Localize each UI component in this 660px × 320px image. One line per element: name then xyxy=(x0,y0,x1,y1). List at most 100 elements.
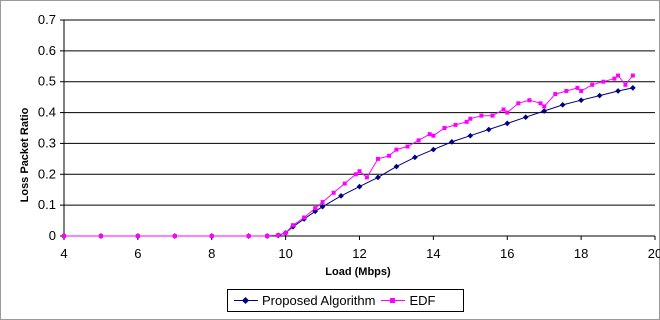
x-tick-label-7: 18 xyxy=(574,246,588,261)
data-point-1-18 xyxy=(375,156,380,161)
data-point-0-17 xyxy=(412,154,418,161)
data-point-0-15 xyxy=(375,174,381,181)
x-tick-label-1: 6 xyxy=(134,246,141,261)
data-point-1-2 xyxy=(135,234,140,238)
series-0 xyxy=(61,85,636,239)
data-point-1-33 xyxy=(516,101,521,106)
data-point-1-11 xyxy=(313,206,318,211)
y-tick-label-3: 0.3 xyxy=(38,135,56,150)
data-point-1-30 xyxy=(490,113,495,118)
data-point-1-5 xyxy=(246,234,251,238)
data-point-1-24 xyxy=(431,133,436,138)
data-point-0-23 xyxy=(522,114,529,121)
data-point-1-7 xyxy=(276,233,281,238)
x-axis-label: Load (Mbps) xyxy=(325,266,391,278)
data-point-1-0 xyxy=(62,234,66,238)
y-tick-label-4: 0.4 xyxy=(38,105,56,120)
series-line-1 xyxy=(64,74,634,237)
series-1 xyxy=(62,73,635,238)
data-point-1-4 xyxy=(209,234,214,238)
data-point-0-27 xyxy=(596,92,603,99)
grid-lines xyxy=(64,19,655,206)
data-point-1-31 xyxy=(501,107,506,112)
data-point-1-38 xyxy=(564,88,569,93)
legend-item-edf: EDF xyxy=(381,293,435,308)
data-point-1-20 xyxy=(394,147,399,152)
legend: Proposed Algorithm EDF xyxy=(227,289,464,312)
y-tick-label-2: 0.2 xyxy=(38,166,56,181)
data-point-1-9 xyxy=(291,223,296,228)
data-point-0-25 xyxy=(559,102,566,108)
legend-key-edf xyxy=(381,295,406,307)
series-line-0 xyxy=(64,87,633,237)
data-point-1-40 xyxy=(579,88,584,93)
data-point-0-28 xyxy=(615,88,621,94)
data-point-1-21 xyxy=(405,144,410,149)
data-point-0-18 xyxy=(430,146,437,153)
data-point-0-14 xyxy=(356,183,363,190)
data-point-0-21 xyxy=(485,126,492,133)
data-point-1-17 xyxy=(364,175,369,180)
data-point-1-3 xyxy=(172,234,177,238)
y-tick-label-7: 0.7 xyxy=(38,12,56,27)
data-point-1-25 xyxy=(442,126,447,130)
x-tick-label-2: 8 xyxy=(208,246,215,261)
data-point-1-37 xyxy=(553,92,558,97)
data-point-1-14 xyxy=(342,181,347,186)
legend-key-proposed xyxy=(234,295,258,307)
data-point-1-35 xyxy=(538,101,543,106)
y-axis-label: Loss Packet Ratio xyxy=(19,107,31,202)
data-point-1-34 xyxy=(527,98,532,103)
data-point-1-13 xyxy=(331,190,336,195)
data-point-1-41 xyxy=(590,82,595,87)
data-point-1-12 xyxy=(320,200,325,205)
x-tick-label-6: 16 xyxy=(500,246,514,261)
legend-marker-edf xyxy=(390,297,396,303)
series-layer xyxy=(61,73,636,239)
data-point-0-16 xyxy=(393,163,400,170)
data-point-1-19 xyxy=(387,153,392,158)
y-tick-labels: 0 0.1 0.2 0.3 0.4 0.5 0.6 0.7 xyxy=(38,12,56,243)
y-tick-label-1: 0.1 xyxy=(38,197,56,212)
x-tick-label-4: 12 xyxy=(352,246,366,261)
data-point-1-45 xyxy=(623,82,628,87)
y-tick-label-6: 0.6 xyxy=(38,43,56,58)
x-tick-label-5: 14 xyxy=(426,246,440,261)
data-point-1-43 xyxy=(612,76,617,81)
data-point-1-29 xyxy=(479,113,484,118)
data-point-1-15 xyxy=(353,172,358,177)
data-point-1-16 xyxy=(357,169,362,174)
data-point-0-24 xyxy=(541,108,548,114)
y-tick-label-0: 0 xyxy=(49,228,56,243)
data-point-1-10 xyxy=(302,215,307,220)
data-point-1-28 xyxy=(468,116,473,121)
x-tick-labels: 4 6 8 10 12 14 16 18 20 xyxy=(60,246,660,261)
data-point-1-32 xyxy=(505,110,510,115)
data-point-1-22 xyxy=(416,138,421,143)
data-point-1-26 xyxy=(453,122,458,127)
legend-marker-proposed xyxy=(241,296,250,304)
x-tick-label-0: 4 xyxy=(60,246,67,261)
x-tick-label-3: 10 xyxy=(278,246,292,261)
legend-label-edf: EDF xyxy=(409,293,436,308)
data-point-1-39 xyxy=(575,85,580,90)
data-point-1-44 xyxy=(616,73,621,78)
data-point-1-36 xyxy=(542,104,547,109)
data-point-1-42 xyxy=(601,79,606,84)
data-point-0-20 xyxy=(467,132,474,139)
x-tick-label-8: 20 xyxy=(648,246,660,261)
data-point-1-1 xyxy=(98,234,103,238)
y-tick-label-5: 0.5 xyxy=(38,74,56,89)
data-point-1-27 xyxy=(464,119,469,124)
axes xyxy=(60,19,656,240)
data-point-0-22 xyxy=(504,120,511,127)
legend-label-proposed: Proposed Algorithm xyxy=(262,293,376,308)
data-point-1-23 xyxy=(427,132,432,137)
data-point-0-13 xyxy=(338,193,344,199)
data-point-0-12 xyxy=(319,203,326,210)
data-point-1-8 xyxy=(283,230,288,235)
data-point-0-26 xyxy=(578,97,584,104)
data-point-0-19 xyxy=(449,139,455,145)
